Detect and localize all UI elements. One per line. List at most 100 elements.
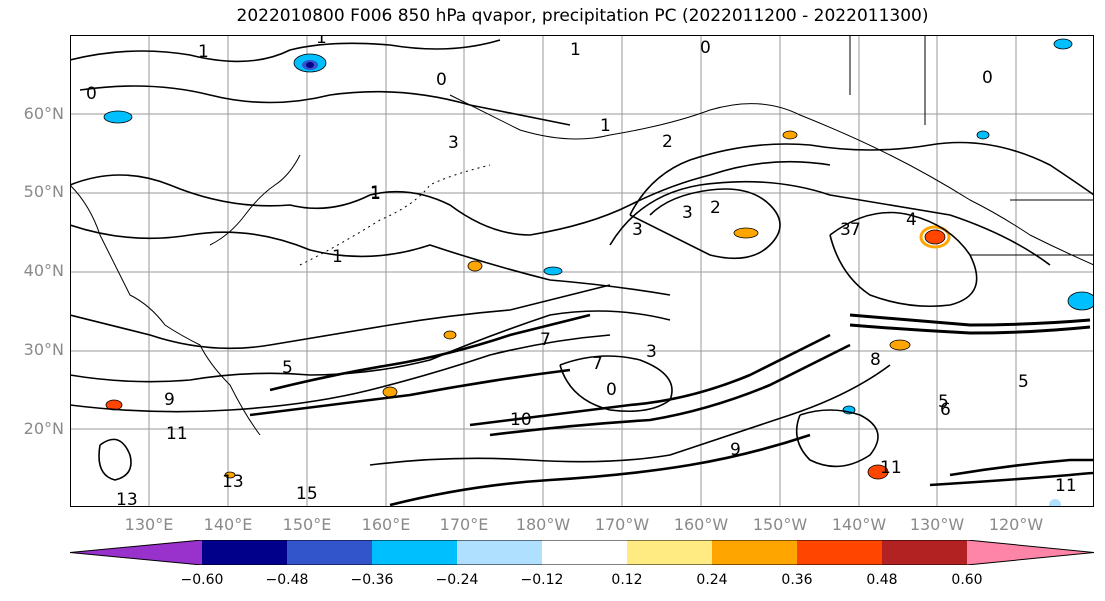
- contour-line: [269, 313, 591, 392]
- title-container: 2022010800 F006 850 hPa qvapor, precipit…: [0, 0, 1105, 30]
- contour-line: [249, 368, 571, 417]
- contour-label: 11: [1055, 476, 1077, 496]
- colorbar-tick-label: 0.36: [781, 572, 813, 588]
- contour-label: 7: [592, 354, 603, 374]
- gridlines: [70, 35, 1094, 507]
- contour-label: 1: [332, 247, 343, 267]
- precip-blob: [976, 130, 990, 140]
- colorbar-segment: [882, 540, 967, 565]
- precip-blob: [467, 260, 483, 272]
- asia-coastline: [70, 184, 261, 436]
- contour-label: 3: [448, 133, 459, 153]
- precip-blob: [1067, 291, 1094, 311]
- precip-blob: [103, 110, 133, 124]
- contour-line: [489, 343, 851, 437]
- contour-label: 2: [710, 198, 721, 218]
- contour-line: [795, 409, 879, 468]
- colorbar-segment: [712, 540, 797, 565]
- colorbar-segment: [627, 540, 712, 565]
- contour-label: 2: [662, 132, 673, 152]
- colorbar-segment: [797, 540, 882, 565]
- precip-blob: [867, 464, 889, 480]
- contour-label: 5: [282, 358, 293, 378]
- precip-blob: [543, 266, 563, 276]
- colorbar-segment: [287, 540, 372, 565]
- contour-label: 1: [600, 116, 611, 136]
- qvapor-contours: [70, 39, 1094, 507]
- contour-line: [389, 433, 811, 507]
- contour-line: [79, 85, 571, 126]
- alaska-coastline: [449, 94, 1094, 266]
- lon-label-140e: 140°E: [203, 515, 253, 534]
- colorbar-tick-label: −0.60: [180, 572, 224, 588]
- lon-label-120w: 120°W: [988, 515, 1044, 534]
- contour-label: 5: [938, 392, 949, 412]
- lon-label-160w: 160°W: [673, 515, 729, 534]
- contour-line: [70, 224, 671, 296]
- lon-label-130w: 130°W: [909, 515, 965, 534]
- contour-label: 3: [682, 203, 693, 223]
- contour-line: [70, 334, 611, 413]
- contour-label: 0: [606, 380, 617, 400]
- lon-label-170e: 170°E: [439, 515, 489, 534]
- contour-line: [629, 141, 1094, 216]
- precip-blob: [924, 229, 946, 245]
- colorbar-segment: [542, 540, 627, 565]
- contour-label-group: 1 1 0 0 0 1 0 1 1 3 2 3 2 3 1 1 4 3 5 7 …: [86, 35, 1077, 507]
- lon-label-140w: 140°W: [831, 515, 887, 534]
- colorbar-segment: [457, 540, 542, 565]
- contour-label: 11: [880, 458, 902, 478]
- colorbar-tick-label: −0.12: [520, 572, 564, 588]
- contour-label: 0: [982, 68, 993, 88]
- colorbar-tick-label: 0.60: [951, 572, 983, 588]
- contour-line: [609, 180, 1051, 266]
- contour-label: 15: [296, 484, 318, 504]
- contour-label: 3: [840, 220, 851, 240]
- precip-blob: [224, 471, 236, 479]
- contour-line: [70, 39, 501, 63]
- colorbar-segment-extend-low: [70, 540, 202, 565]
- contour-label: 3: [646, 342, 657, 362]
- contour-line: [70, 284, 611, 350]
- contour-label: 6: [940, 400, 951, 420]
- colorbar-segment: [202, 540, 287, 565]
- contour-label: 10: [510, 410, 532, 430]
- colorbar-tick-label: −0.24: [435, 572, 479, 588]
- contour-label: 7: [540, 330, 551, 350]
- lon-label-170w: 170°W: [594, 515, 650, 534]
- contour-line: [469, 333, 831, 427]
- contour-label: 1: [370, 183, 381, 203]
- precip-blob: [1049, 499, 1061, 507]
- colorbar-tick-label: −0.48: [265, 572, 309, 588]
- contour-label: 8: [870, 350, 881, 370]
- lat-label-20n: 20°N: [23, 419, 64, 438]
- precip-blob: [782, 130, 798, 140]
- contour-line: [629, 188, 781, 260]
- contour-line: [929, 471, 1094, 487]
- precip-blob: [382, 386, 398, 398]
- lat-label-40n: 40°N: [23, 261, 64, 280]
- chart-title: 2022010800 F006 850 hPa qvapor, precipit…: [236, 6, 929, 26]
- colorbar-tick-label: −0.36: [350, 572, 394, 588]
- contour-line: [849, 323, 1091, 335]
- lon-label-150w: 150°W: [752, 515, 808, 534]
- contour-label: 0: [436, 70, 447, 90]
- contour-line: [98, 438, 132, 481]
- contour-line: [849, 313, 1091, 327]
- contour-line: [949, 458, 1094, 477]
- colorbar-tick-label: 0.24: [696, 572, 728, 588]
- contour-line: [70, 310, 671, 383]
- contour-label: 5: [1018, 372, 1029, 392]
- contour-label: 7: [850, 220, 861, 240]
- lon-label-130e: 130°E: [124, 515, 174, 534]
- colorbar-segment-extend-high: [967, 540, 1094, 565]
- contour-label: 13: [116, 490, 138, 507]
- precip-shading: [103, 38, 1094, 507]
- contour-label: 4: [906, 210, 917, 230]
- contour-label: 9: [730, 440, 741, 460]
- precip-blob: [733, 227, 759, 239]
- contour-line: [369, 364, 891, 466]
- precip-blob: [306, 62, 314, 68]
- lat-label-30n: 30°N: [23, 340, 64, 359]
- contour-label: 1: [570, 40, 581, 60]
